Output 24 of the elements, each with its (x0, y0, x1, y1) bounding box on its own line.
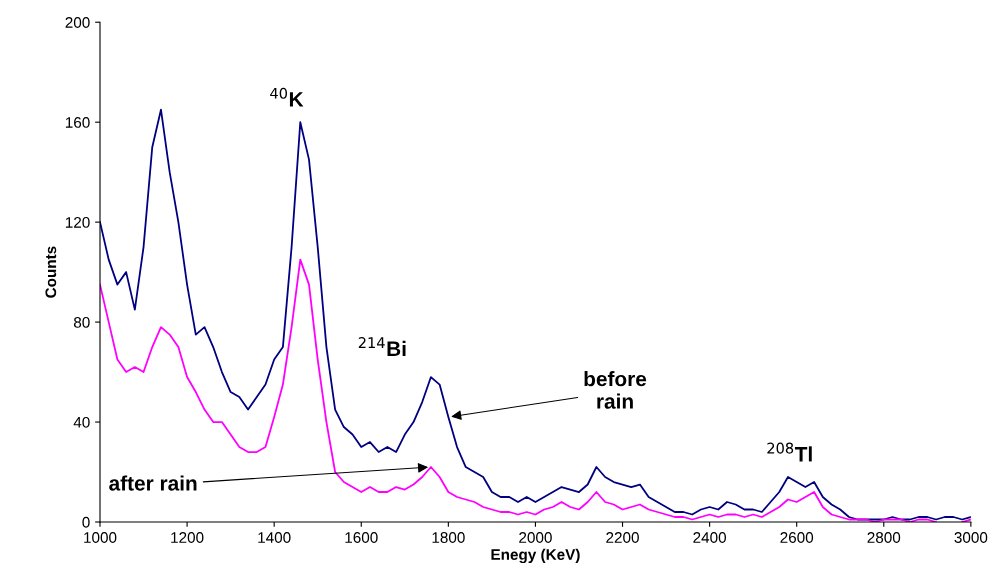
x-tick-label: 1000 (84, 532, 117, 543)
x-tick-label: 2200 (606, 532, 639, 543)
x-tick-label: 1800 (432, 532, 465, 543)
x-tick-label: 1200 (171, 532, 204, 543)
annotation: before rain (584, 371, 647, 409)
y-tick-label: 40 (73, 416, 90, 428)
x-tick-label: 1400 (258, 532, 291, 543)
annotation: $^{40}$K (270, 87, 304, 107)
x-tick-label: 3000 (954, 532, 988, 543)
annotation: after rain (109, 475, 197, 491)
x-tick-label: 1600 (345, 532, 378, 543)
x-tick-label: 2400 (693, 532, 727, 543)
x-tick-label: 2800 (867, 532, 901, 543)
y-tick-label: 80 (73, 316, 90, 328)
y-tick-label: 160 (65, 117, 90, 128)
y-tick-label: 200 (65, 17, 90, 28)
x-axis-title: Enegy (KeV) (491, 548, 580, 564)
x-tick-label: 2000 (519, 532, 552, 543)
annotation: $^{208}$Tl (767, 442, 812, 462)
y-axis-title: Counts (45, 246, 57, 298)
y-tick-label: 0 (82, 516, 90, 528)
y-tick-label: 120 (65, 217, 90, 228)
annotation: $^{214}$Bi (358, 337, 406, 356)
x-tick-label: 2600 (780, 532, 814, 543)
